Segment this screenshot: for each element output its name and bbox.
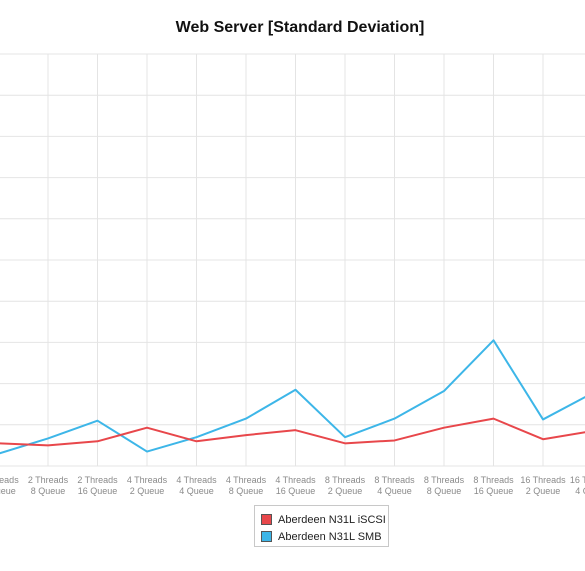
chart-title: Web Server [Standard Deviation] (175, 19, 425, 36)
x-tick-label: 8 Threads 2 Queue (325, 475, 366, 496)
series-line (0, 417, 585, 447)
x-tick-label-line: 2 Queue (130, 486, 165, 496)
x-tick-label: 4 Threads 8 Queue (226, 475, 267, 496)
x-tick-label-line: 8 Queue (229, 486, 264, 496)
x-tick-label-line: 16 Queue (474, 486, 514, 496)
x-tick-label-line: 8 Threads (473, 475, 514, 485)
legend-label: Aberdeen N31L SMB (278, 530, 382, 543)
x-tick-label-line: 8 Threads (374, 475, 415, 485)
legend-swatch (261, 514, 272, 525)
x-tick-label-line: 4 Threads (226, 475, 267, 485)
x-tick-label-line: 4 Threads (127, 475, 168, 485)
x-tick-label-line: 8 Queue (427, 486, 462, 496)
x-tick-label-line: 16 Threads (570, 475, 585, 485)
x-tick-label-line: 1 Queue (0, 486, 16, 496)
x-tick-label-line: 4 Queue (575, 486, 585, 496)
series-lines (0, 339, 585, 455)
x-tick-label: 2 Threads 16 Queue (77, 475, 118, 496)
x-tick-label-line: 16 Threads (520, 475, 566, 485)
x-tick-label-line: 16 Queue (276, 486, 316, 496)
x-tick-label-line: 2 Queue (328, 486, 363, 496)
x-tick-label: 8 Threads 16 Queue (473, 475, 514, 496)
x-tick-label-line: 8 Threads (325, 475, 366, 485)
x-tick-label-line: 1 Threads (0, 475, 19, 485)
x-tick-label-line: 4 Threads (176, 475, 217, 485)
legend-swatch (261, 531, 272, 542)
legend-item-smb[interactable]: Aberdeen N31L SMB (261, 528, 388, 545)
legend: Aberdeen N31L iSCSI Aberdeen N31L SMB (254, 505, 389, 547)
x-tick-label: 4 Threads 4 Queue (176, 475, 217, 496)
x-tick-label: 8 Threads 8 Queue (424, 475, 465, 496)
x-tick-label-line: 2 Threads (28, 475, 69, 485)
x-tick-label-line: 8 Threads (424, 475, 465, 485)
x-tick-label: 4 Threads 2 Queue (127, 475, 168, 496)
x-tick-label-line: 2 Queue (526, 486, 561, 496)
x-tick-label: 8 Threads 4 Queue (374, 475, 415, 496)
x-tick-label-line: 4 Queue (179, 486, 214, 496)
legend-item-iscsi[interactable]: Aberdeen N31L iSCSI (261, 511, 388, 528)
series-line (0, 339, 585, 455)
x-tick-label-line: 4 Queue (377, 486, 412, 496)
legend-label: Aberdeen N31L iSCSI (278, 513, 386, 526)
x-tick-label-line: 4 Threads (275, 475, 316, 485)
x-tick-label-line: 8 Queue (31, 486, 66, 496)
x-tick-label: 4 Threads 16 Queue (275, 475, 316, 496)
x-tick-label: 2 Threads 8 Queue (28, 475, 69, 496)
grid (0, 53, 585, 467)
x-tick-label-line: 2 Threads (77, 475, 118, 485)
x-tick-label-line: 16 Queue (78, 486, 118, 496)
x-tick-label: 16 Threads 2 Queue (520, 475, 566, 496)
